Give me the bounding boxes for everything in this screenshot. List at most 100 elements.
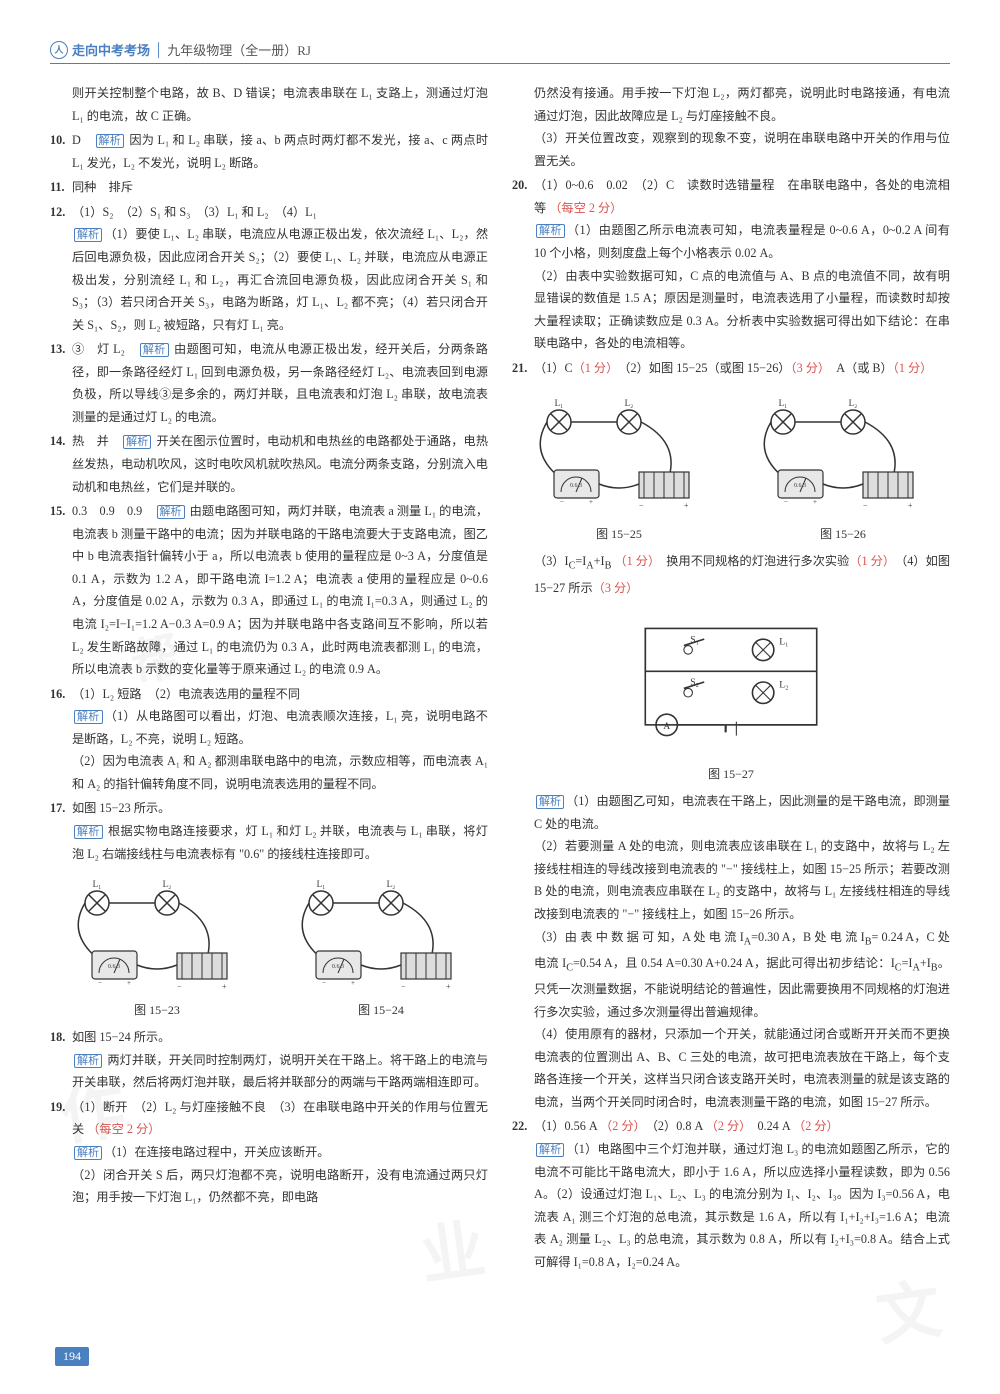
item-number: 10. xyxy=(50,129,72,174)
svg-text:L₂: L₂ xyxy=(779,679,788,690)
svg-text:−: − xyxy=(639,501,644,510)
svg-text:+: + xyxy=(684,501,689,510)
figure-15-23-24: L₁ L₂ 0.6 3 − + − + 图 15−23 L₁ L₂ xyxy=(50,873,488,1018)
svg-text:+: + xyxy=(813,498,817,506)
item-body: （1）S₂ （2）S₁ 和 S₃ （3）L₁ 和 L₂ （4）L₁解析（1）要使… xyxy=(72,201,488,336)
answer-item: 18. 如图 15−24 所示。解析 两灯并联，开关同时控制两灯，说明开关在干路… xyxy=(50,1026,488,1094)
item-body: 如图 15−23 所示。解析 根据实物电路连接要求，灯 L₁ 和灯 L₂ 并联，… xyxy=(72,797,488,865)
figure-caption: 图 15−24 xyxy=(274,1001,488,1018)
book-logo-icon: 人 xyxy=(50,41,68,59)
svg-text:−: − xyxy=(177,982,182,991)
circuit-diagram-icon: L₁ L₂ 0.6 3 − + − + xyxy=(281,873,481,993)
svg-text:L₁: L₁ xyxy=(317,879,326,889)
figure-15-27: S₁ L₁ S₂ L₂ A 图 15−27 xyxy=(512,607,950,782)
svg-text:0.6 3: 0.6 3 xyxy=(332,964,344,970)
circuit-schematic-icon: S₁ L₁ S₂ L₂ A xyxy=(621,607,841,757)
svg-text:S₁: S₁ xyxy=(690,634,699,645)
answer-item: 19. （1）断开 （2）L₂ 与灯座接触不良 （3）在串联电路中开关的作用与位… xyxy=(50,1096,488,1209)
item-number: 13. xyxy=(50,338,72,428)
svg-text:0.6 3: 0.6 3 xyxy=(570,483,582,489)
item-body: 解析（1）由题图乙可知，电流表在干路上，因此测量的是干路电流，即测量 C 处的电… xyxy=(534,790,950,1113)
svg-text:L₂: L₂ xyxy=(625,398,634,408)
item-number: 17. xyxy=(50,797,72,865)
item-body: 则开关控制整个电路，故 B、D 错误；电流表串联在 L₁ 支路上，测通过灯泡 L… xyxy=(72,82,488,127)
item-number: 21. xyxy=(512,357,534,380)
answer-item: 15. 0.3 0.9 0.9 解析 由题电路图可知，两灯并联，电流表 a 测量… xyxy=(50,500,488,681)
figure-caption: 图 15−27 xyxy=(512,765,950,782)
content-columns: 则开关控制整个电路，故 B、D 错误；电流表串联在 L₁ 支路上，测通过灯泡 L… xyxy=(50,82,950,1275)
book-subtitle: 九年级物理（全一册）RJ xyxy=(167,40,311,59)
svg-text:L₁: L₁ xyxy=(779,398,788,408)
answer-item: 则开关控制整个电路，故 B、D 错误；电流表串联在 L₁ 支路上，测通过灯泡 L… xyxy=(50,82,488,127)
svg-text:+: + xyxy=(589,498,593,506)
answer-item: （3）IC=IA+IB （1 分） 换用不同规格的灯泡进行多次实验（1 分） （… xyxy=(512,550,950,599)
item-number xyxy=(512,82,534,172)
svg-text:+: + xyxy=(908,501,913,510)
figure-caption: 图 15−25 xyxy=(512,525,726,542)
item-number: 20. xyxy=(512,174,534,355)
figure-caption: 图 15−26 xyxy=(736,525,950,542)
figure-15-25-26: L₁ L₂ 0.6 3 − + − + 图 15−25 L₁ L₂ xyxy=(512,387,950,542)
svg-text:S₂: S₂ xyxy=(690,677,699,688)
item-number: 14. xyxy=(50,430,72,498)
svg-text:0.6 3: 0.6 3 xyxy=(794,483,806,489)
item-body: 同种 排斥 xyxy=(72,176,488,199)
answer-item: 10. D 解析 因为 L₁ 和 L₂ 串联，接 a、b 两点时两灯都不发光，接… xyxy=(50,129,488,174)
svg-text:−: − xyxy=(863,501,868,510)
svg-text:+: + xyxy=(446,982,451,991)
answer-item: 22. （1）0.56 A （2 分） （2）0.8 A （2 分） 0.24 … xyxy=(512,1115,950,1273)
svg-text:L₁: L₁ xyxy=(779,637,788,648)
item-body: D 解析 因为 L₁ 和 L₂ 串联，接 a、b 两点时两灯都不发光，接 a、c… xyxy=(72,129,488,174)
item-number: 12. xyxy=(50,201,72,336)
figure-caption: 图 15−23 xyxy=(50,1001,264,1018)
book-title: 走向中考考场 xyxy=(72,40,150,59)
item-body: （3）IC=IA+IB （1 分） 换用不同规格的灯泡进行多次实验（1 分） （… xyxy=(534,550,950,599)
svg-text:+: + xyxy=(222,982,227,991)
item-number: 19. xyxy=(50,1096,72,1209)
page: 人 走向中考考场 │ 九年级物理（全一册）RJ 则开关控制整个电路，故 B、D … xyxy=(0,0,1000,1394)
header-separator: │ xyxy=(154,42,163,58)
answer-item: 12. （1）S₂ （2）S₁ 和 S₃ （3）L₁ 和 L₂ （4）L₁解析（… xyxy=(50,201,488,336)
answer-item: 16. （1）L₂ 短路 （2）电流表选用的量程不同解析（1）从电路图可以看出，… xyxy=(50,683,488,796)
svg-text:−: − xyxy=(784,498,788,506)
svg-text:L₁: L₁ xyxy=(555,398,564,408)
svg-text:+: + xyxy=(127,979,131,987)
item-number: 11. xyxy=(50,176,72,199)
answer-item: 21. （1）C（1 分） （2）如图 15−25（或图 15−26）（3 分）… xyxy=(512,357,950,380)
item-body: （1）C（1 分） （2）如图 15−25（或图 15−26）（3 分） A（或… xyxy=(534,357,950,380)
svg-text:−: − xyxy=(98,979,102,987)
item-body: （1）L₂ 短路 （2）电流表选用的量程不同解析（1）从电路图可以看出，灯泡、电… xyxy=(72,683,488,796)
circuit-diagram-icon: L₁ L₂ 0.6 3 − + − + xyxy=(743,387,943,517)
item-body: 如图 15−24 所示。解析 两灯并联，开关同时控制两灯，说明开关在干路上。将干… xyxy=(72,1026,488,1094)
svg-text:−: − xyxy=(322,979,326,987)
answer-item: 17. 如图 15−23 所示。解析 根据实物电路连接要求，灯 L₁ 和灯 L₂… xyxy=(50,797,488,865)
header-line: 人 走向中考考场 │ 九年级物理（全一册）RJ xyxy=(50,40,950,59)
item-body: 热 并 解析 开关在图示位置时，电动机和电热丝的电路都处于通路，电热丝发热，电动… xyxy=(72,430,488,498)
answer-item: 解析（1）由题图乙可知，电流表在干路上，因此测量的是干路电流，即测量 C 处的电… xyxy=(512,790,950,1113)
item-number: 16. xyxy=(50,683,72,796)
item-number xyxy=(512,790,534,1113)
item-body: ③ 灯 L₂ 解析 由题图可知，电流从电源正极出发，经开关后，分两条路径，即一条… xyxy=(72,338,488,428)
circuit-diagram-icon: L₁ L₂ 0.6 3 − + − + xyxy=(519,387,719,517)
answer-item: 11. 同种 排斥 xyxy=(50,176,488,199)
svg-text:+: + xyxy=(351,979,355,987)
right-column: 仍然没有接通。用手按一下灯泡 L₂，两灯都亮，说明此时电路接通，有电流通过灯泡，… xyxy=(512,82,950,1275)
answer-item: 20. （1）0~0.6 0.02 （2）C 读数时选错量程 在串联电路中，各处… xyxy=(512,174,950,355)
answer-item: 仍然没有接通。用手按一下灯泡 L₂，两灯都亮，说明此时电路接通，有电流通过灯泡，… xyxy=(512,82,950,172)
answer-item: 14. 热 并 解析 开关在图示位置时，电动机和电热丝的电路都处于通路，电热丝发… xyxy=(50,430,488,498)
page-header: 人 走向中考考场 │ 九年级物理（全一册）RJ xyxy=(50,40,950,64)
item-number: 22. xyxy=(512,1115,534,1273)
item-body: （1）0~0.6 0.02 （2）C 读数时选错量程 在串联电路中，各处的电流相… xyxy=(534,174,950,355)
answer-item: 13. ③ 灯 L₂ 解析 由题图可知，电流从电源正极出发，经开关后，分两条路径… xyxy=(50,338,488,428)
svg-text:0.6 3: 0.6 3 xyxy=(108,964,120,970)
svg-text:−: − xyxy=(401,982,406,991)
svg-text:L₂: L₂ xyxy=(849,398,858,408)
item-body: （1）断开 （2）L₂ 与灯座接触不良 （3）在串联电路中开关的作用与位置无关 … xyxy=(72,1096,488,1209)
item-body: 0.3 0.9 0.9 解析 由题电路图可知，两灯并联，电流表 a 测量 L₁ … xyxy=(72,500,488,681)
item-number: 18. xyxy=(50,1026,72,1094)
svg-text:A: A xyxy=(663,721,670,732)
item-number xyxy=(50,82,72,127)
item-number: 15. xyxy=(50,500,72,681)
svg-text:−: − xyxy=(560,498,564,506)
left-column: 则开关控制整个电路，故 B、D 错误；电流表串联在 L₁ 支路上，测通过灯泡 L… xyxy=(50,82,488,1275)
